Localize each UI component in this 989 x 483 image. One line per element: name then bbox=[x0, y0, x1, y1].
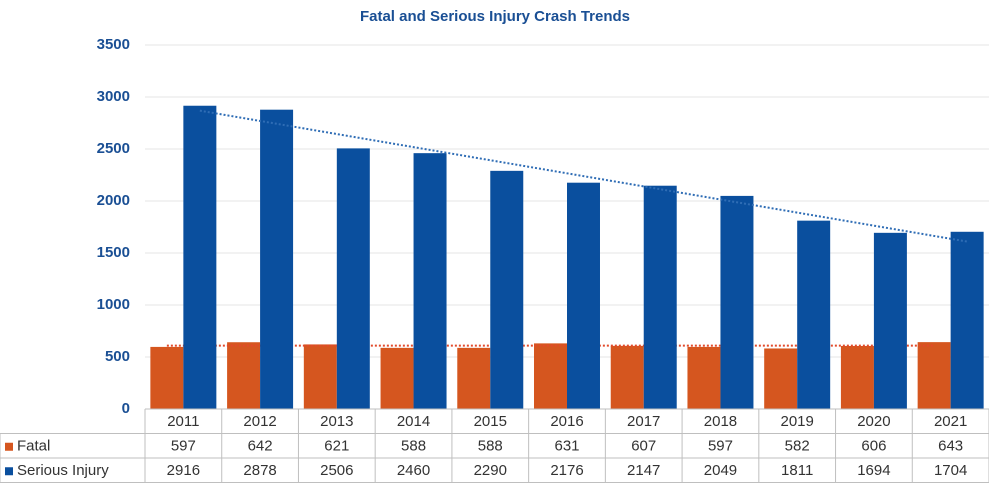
bar bbox=[610, 345, 644, 409]
table-value: 607 bbox=[631, 438, 656, 455]
x-tick-label: 2013 bbox=[320, 413, 353, 430]
bar bbox=[150, 346, 184, 409]
bar bbox=[490, 170, 524, 409]
table-value: 2916 bbox=[167, 462, 200, 479]
x-tick-label: 2011 bbox=[167, 413, 199, 430]
legend-label: Serious Injury bbox=[17, 462, 109, 479]
x-tick-label: 2018 bbox=[704, 413, 737, 430]
bar bbox=[764, 348, 798, 409]
x-tick-label: 2015 bbox=[474, 413, 507, 430]
table-value: 621 bbox=[324, 438, 349, 455]
table-value: 597 bbox=[708, 438, 733, 455]
table-value: 642 bbox=[248, 438, 273, 455]
y-tick-label: 1500 bbox=[97, 244, 130, 261]
bar bbox=[534, 343, 567, 409]
table-value: 597 bbox=[171, 438, 196, 455]
bar bbox=[227, 342, 261, 409]
x-tick-label: 2021 bbox=[934, 413, 967, 430]
y-tick-label: 3500 bbox=[97, 36, 130, 53]
y-tick-label: 500 bbox=[105, 348, 130, 365]
bar bbox=[797, 220, 831, 409]
table-value: 643 bbox=[938, 438, 963, 455]
y-tick-label: 0 bbox=[122, 400, 130, 417]
bar bbox=[336, 148, 370, 409]
legend-key bbox=[5, 467, 13, 476]
bar bbox=[917, 342, 951, 409]
legend-label: Fatal bbox=[17, 438, 50, 455]
legend-key bbox=[5, 442, 13, 451]
x-tick-label: 2019 bbox=[780, 413, 813, 430]
x-tick-label: 2017 bbox=[627, 413, 660, 430]
table-value: 2878 bbox=[243, 462, 276, 479]
bar bbox=[567, 182, 600, 409]
bar bbox=[183, 105, 217, 410]
bar bbox=[303, 344, 337, 409]
table-value: 2290 bbox=[474, 462, 507, 479]
trendline bbox=[199, 109, 968, 243]
table-value: 588 bbox=[401, 438, 426, 455]
y-tick-label: 2000 bbox=[97, 192, 130, 209]
bar bbox=[950, 231, 984, 409]
x-tick-label: 2012 bbox=[243, 413, 276, 430]
bar bbox=[260, 109, 294, 410]
x-tick-label: 2020 bbox=[857, 413, 890, 430]
table-value: 1704 bbox=[934, 462, 967, 479]
table-value: 2147 bbox=[627, 462, 660, 479]
bar bbox=[380, 347, 414, 409]
table-value: 2049 bbox=[704, 462, 737, 479]
table-value: 1811 bbox=[781, 462, 813, 479]
bar bbox=[457, 347, 491, 409]
x-tick-label: 2014 bbox=[397, 413, 430, 430]
table-value: 582 bbox=[785, 438, 810, 455]
table-value: 2506 bbox=[320, 462, 353, 479]
bar bbox=[687, 346, 721, 409]
table-value: 2460 bbox=[397, 462, 430, 479]
y-tick-label: 1000 bbox=[97, 296, 130, 313]
bar bbox=[720, 195, 754, 409]
chart-title: Fatal and Serious Injury Crash Trends bbox=[360, 8, 630, 25]
bar bbox=[413, 153, 447, 409]
bar bbox=[840, 345, 874, 409]
y-tick-label: 3000 bbox=[97, 88, 130, 105]
x-tick-label: 2016 bbox=[550, 413, 583, 430]
y-tick-label: 2500 bbox=[97, 140, 130, 157]
table-value: 606 bbox=[861, 438, 886, 455]
table-value: 2176 bbox=[550, 462, 583, 479]
bar bbox=[873, 232, 907, 409]
table-value: 588 bbox=[478, 438, 503, 455]
table-value: 1694 bbox=[857, 462, 890, 479]
table-value: 631 bbox=[554, 438, 579, 455]
bar bbox=[643, 185, 677, 409]
